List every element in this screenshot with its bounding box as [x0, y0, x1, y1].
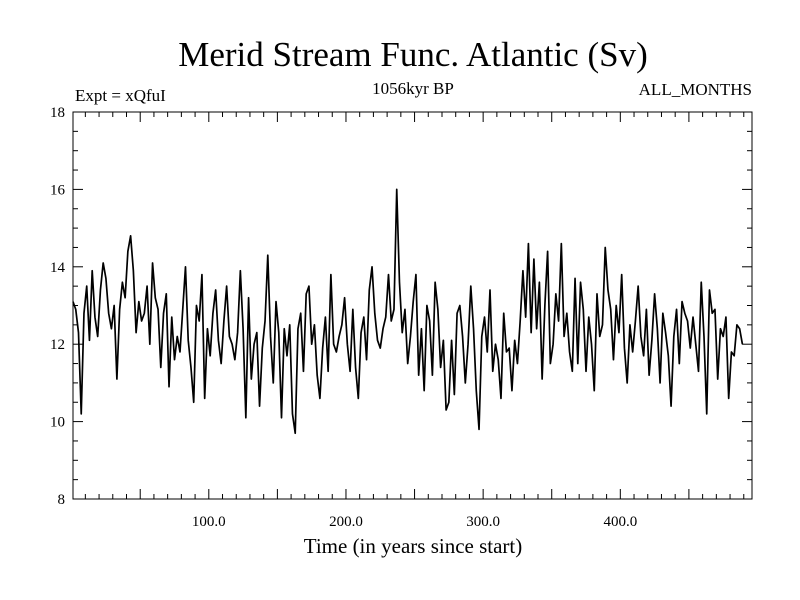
chart-subtitle: 1056kyr BP [372, 79, 454, 98]
x-tick-label: 100.0 [192, 514, 226, 530]
y-tick-label: 16 [50, 182, 66, 198]
y-tick-label: 14 [50, 260, 66, 276]
plot-frame [72, 111, 753, 500]
tick-labels: 100.0 200.0 300.0 400.0 8 10 12 14 16 18 [50, 105, 637, 530]
x-axis-label: Time (in years since start) [304, 534, 523, 558]
y-tick-label: 8 [58, 492, 66, 508]
chart-title: Merid Stream Func. Atlantic (Sv) [178, 35, 648, 74]
series-line [72, 188, 744, 435]
y-tick-label: 18 [50, 105, 65, 121]
x-tick-label: 400.0 [603, 514, 637, 530]
y-tick-label: 12 [50, 337, 65, 353]
y-tick-label: 10 [50, 415, 65, 431]
experiment-label: Expt = xQfuI [75, 86, 166, 105]
months-label: ALL_MONTHS [639, 80, 752, 99]
x-tick-label: 200.0 [329, 514, 363, 530]
x-tick-label: 300.0 [466, 514, 500, 530]
